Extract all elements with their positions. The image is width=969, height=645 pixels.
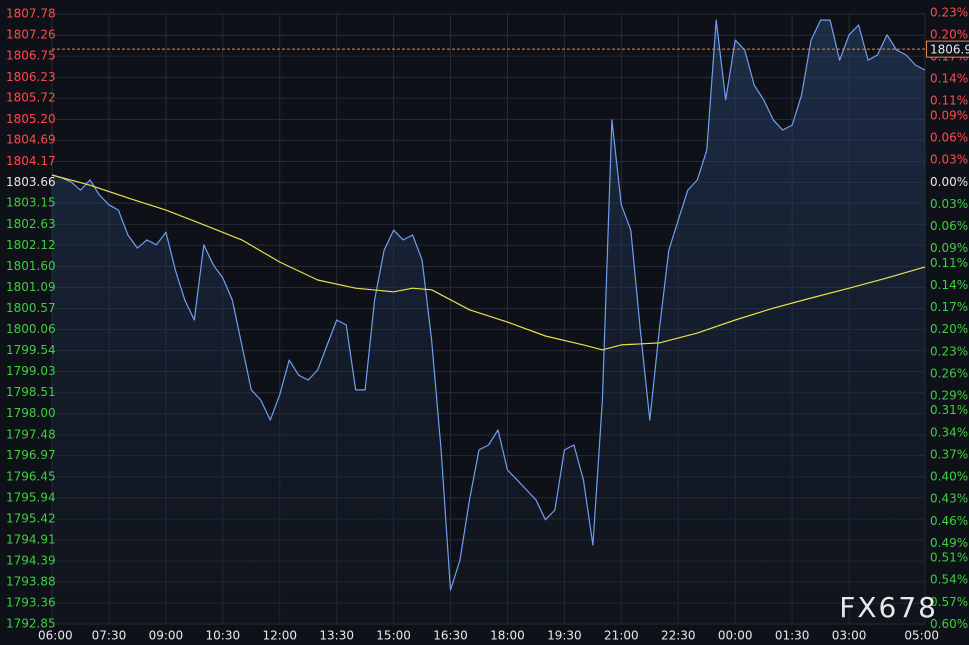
y-tick-label: 1796.45 <box>6 469 56 483</box>
y2-tick-label: 0.06% <box>930 131 968 145</box>
y2-tick-label: 0.17% <box>930 300 968 314</box>
y2-tick-label: 0.09% <box>930 108 968 122</box>
y-tick-label: 1794.91 <box>6 532 56 546</box>
x-tick-label: 03:00 <box>832 629 867 643</box>
x-tick-label: 16:30 <box>433 629 468 643</box>
y-tick-label: 1801.60 <box>6 259 56 273</box>
y2-tick-label: 0.20% <box>930 27 968 41</box>
y2-tick-label: 0.31% <box>930 403 968 417</box>
y2-tick-label: 0.14% <box>930 72 968 86</box>
x-tick-label: 05:00 <box>904 629 939 643</box>
x-tick-label: 01:30 <box>775 629 810 643</box>
y2-tick-label: 0.34% <box>930 425 968 439</box>
y-tick-label: 1802.12 <box>6 238 56 252</box>
y2-tick-label: 0.37% <box>930 447 968 461</box>
y-tick-label: 1800.57 <box>6 301 56 315</box>
last-price-box <box>926 40 969 58</box>
y-tick-label: 1802.63 <box>6 217 56 231</box>
y2-tick-label: 0.06% <box>930 219 968 233</box>
y2-tick-label: 0.11% <box>930 94 968 108</box>
y-tick-label: 1799.03 <box>6 364 56 378</box>
y2-tick-label: 0.11% <box>930 256 968 270</box>
y2-tick-label: 0.03% <box>930 197 968 211</box>
y2-tick-label: 0.43% <box>930 492 968 506</box>
x-tick-label: 00:00 <box>718 629 753 643</box>
x-tick-label: 21:00 <box>604 629 639 643</box>
y2-tick-label: 0.54% <box>930 573 968 587</box>
watermark: FX678 <box>839 591 938 624</box>
line <box>51 19 926 591</box>
y-tick-label: 1796.97 <box>6 448 56 462</box>
y-tick-label: 1803.66 <box>6 175 56 189</box>
y2-tick-label: 0.14% <box>930 278 968 292</box>
x-tick-label: 18:00 <box>490 629 525 643</box>
y-tick-label: 1793.36 <box>6 596 56 610</box>
y2-tick-label: 0.26% <box>930 366 968 380</box>
plot <box>51 19 926 625</box>
x-tick-label: 13:30 <box>319 629 354 643</box>
y-tick-label: 1805.20 <box>6 112 56 126</box>
area <box>52 20 925 625</box>
x-tick-label: 19:30 <box>547 629 582 643</box>
y2-tick-label: 0.51% <box>930 551 968 565</box>
y-tick-label: 1807.78 <box>6 7 56 21</box>
y-tick-label: 1803.15 <box>6 196 56 210</box>
x-tick-label: 15:00 <box>376 629 411 643</box>
y-tick-label: 1799.54 <box>6 343 56 357</box>
x-tick-label: 07:30 <box>92 629 127 643</box>
y2-tick-label: 0.57% <box>930 595 968 609</box>
x-tick-label: 09:00 <box>149 629 184 643</box>
y2-tick-label: 0.09% <box>930 241 968 255</box>
y2-tick-label: 0.23% <box>930 5 968 19</box>
y2-tick-label: 0.60% <box>930 617 968 631</box>
x-tick-label: 06:00 <box>38 629 73 643</box>
y-tick-label: 1794.39 <box>6 554 56 568</box>
y2-tick-label: 0.23% <box>930 344 968 358</box>
y-tick-label: 1793.88 <box>6 574 56 588</box>
y2-tick-label: 0.20% <box>930 322 968 336</box>
last-price-label: 1806.92 <box>930 43 969 57</box>
y-tick-label: 1806.75 <box>6 49 56 63</box>
y2-tick-label: 0.46% <box>930 514 968 528</box>
y-tick-label: 1801.09 <box>6 280 56 294</box>
y-tick-label: 1795.42 <box>6 511 56 525</box>
y2-tick-label: 0.40% <box>930 470 968 484</box>
y2-tick-label: 0.49% <box>930 536 968 550</box>
y-tick-label: 1804.69 <box>6 133 56 147</box>
y2-tick-label: 0.29% <box>930 389 968 403</box>
line <box>51 174 926 351</box>
y-tick-label: 1792.85 <box>6 617 56 631</box>
y-tick-label: 1805.72 <box>6 91 56 105</box>
y-tick-label: 1807.26 <box>6 28 56 42</box>
y-tick-label: 1797.48 <box>6 427 56 441</box>
axis-labels: 1807.78 1807.26 1806.75 1806.23 1805.72 1805.… <box>6 5 969 643</box>
y-tick-label: 1804.17 <box>6 154 56 168</box>
y2-tick-label: 0.00% <box>930 175 968 189</box>
y-tick-label: 1795.94 <box>6 490 56 504</box>
y-tick-label: 1798.51 <box>6 385 56 399</box>
x-tick-label: 12:00 <box>262 629 297 643</box>
x-tick-label: 10:30 <box>206 629 241 643</box>
y2-tick-label: 0.03% <box>930 153 968 167</box>
y-tick-label: 1806.23 <box>6 70 56 84</box>
x-tick-label: 22:30 <box>661 629 696 643</box>
y-tick-label: 1798.00 <box>6 406 56 420</box>
y-tick-label: 1800.06 <box>6 322 56 336</box>
